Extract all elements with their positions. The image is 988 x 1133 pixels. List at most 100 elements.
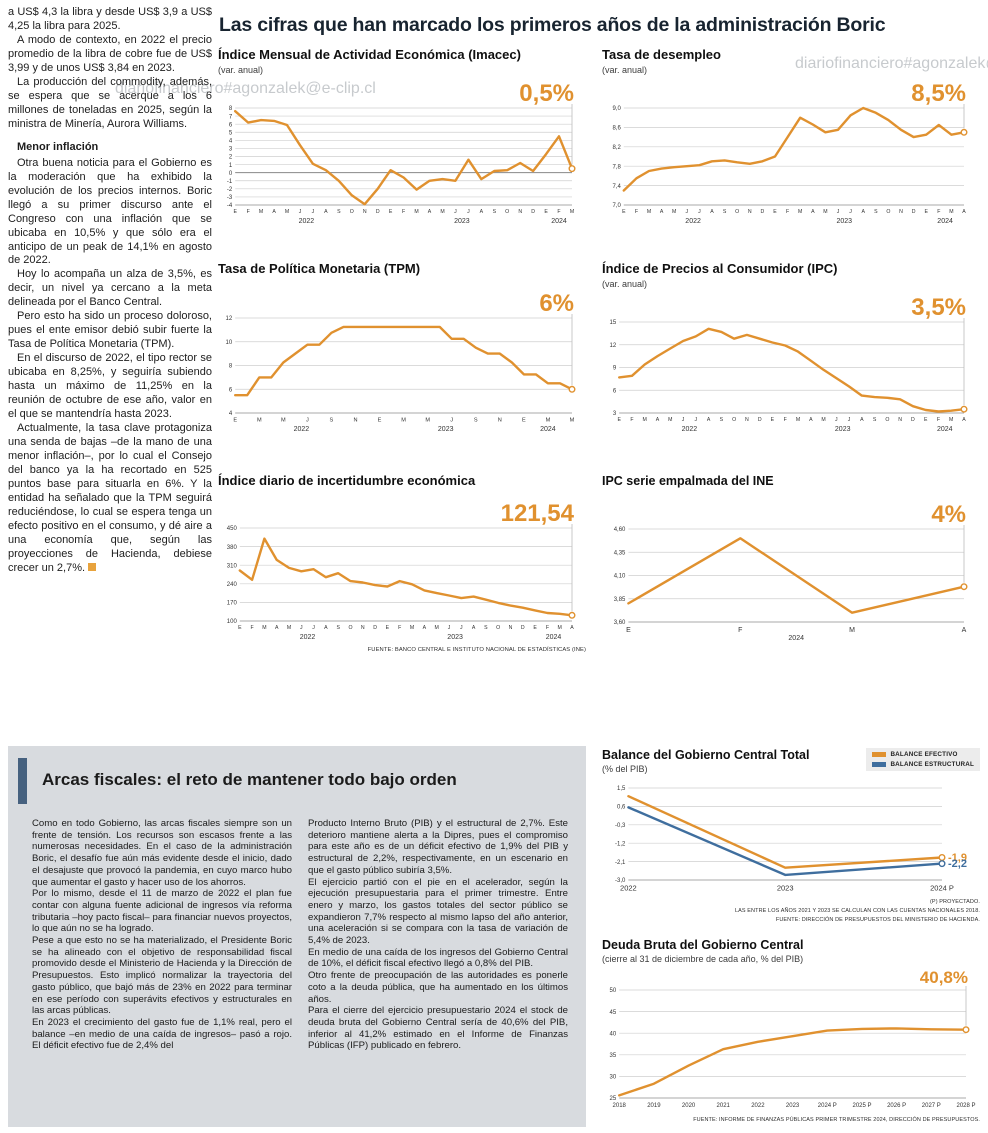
svg-text:A: A [962,627,967,634]
svg-text:40,8%: 40,8% [920,968,968,987]
svg-text:J: J [698,209,701,215]
svg-text:N: N [899,209,903,215]
svg-text:O: O [350,209,354,215]
chart-plot-ipc-empalmada: 4,60 4,35 4,10 3,85 3,60 E F M A 2024 4% [602,498,978,646]
fiscal-paragraph: En medio de una caída de los ingresos de… [308,946,568,970]
svg-text:A: A [275,625,279,631]
svg-text:E: E [773,209,777,215]
svg-text:O: O [735,209,739,215]
svg-text:2023: 2023 [447,634,463,641]
svg-text:A: A [324,209,328,215]
svg-text:N: N [745,417,749,423]
svg-text:-1,9: -1,9 [948,852,967,864]
chart-title: Tasa de desempleo [602,47,721,62]
svg-text:A: A [811,209,815,215]
svg-text:F: F [247,209,250,215]
svg-text:15: 15 [610,320,617,326]
svg-text:2028 P: 2028 P [956,1103,975,1109]
svg-text:6: 6 [229,387,233,393]
svg-text:E: E [522,418,526,424]
svg-text:A: A [480,209,484,215]
svg-text:E: E [233,418,237,424]
svg-text:7: 7 [229,114,233,120]
svg-text:100: 100 [227,619,238,625]
svg-text:F: F [786,209,789,215]
svg-text:E: E [378,418,382,424]
fiscal-paragraph: Producto Interno Bruto (PIB) y el estruc… [308,818,568,876]
svg-text:J: J [299,209,302,215]
svg-text:2019: 2019 [647,1103,661,1109]
svg-text:-4: -4 [227,203,233,209]
svg-text:J: J [695,417,698,423]
svg-text:M: M [262,625,266,631]
chart-title: Balance del Gobierno Central Total [602,748,810,762]
svg-text:M: M [401,418,406,424]
chart-plot-deuda: 50 45 40 35 30 25 2018 2019 2020 2021 2022 2023 2024… [602,966,980,1114]
svg-text:310: 310 [227,563,238,569]
svg-text:35: 35 [610,1053,617,1059]
svg-text:8,5%: 8,5% [911,80,966,107]
fiscal-paragraph: El ejercicio partió con el pie en el ace… [308,876,568,947]
svg-text:S: S [720,417,724,423]
svg-text:2022: 2022 [294,426,310,433]
svg-text:2024: 2024 [551,218,567,225]
fiscal-box: Arcas fiscales: el reto de mantener todo… [8,746,586,1127]
svg-text:450: 450 [227,526,238,532]
chart-title: Índice de Precios al Consumidor (IPC) [602,261,838,276]
svg-text:D: D [758,417,762,423]
fiscal-paragraph: Como en todo Gobierno, las arcas fiscale… [32,818,292,888]
svg-text:D: D [521,625,525,631]
svg-text:J: J [306,418,309,424]
svg-text:S: S [336,625,340,631]
svg-text:J: J [454,209,457,215]
svg-text:F: F [630,417,633,423]
article-paragraph: La producción del commodity, además, se … [8,75,212,130]
svg-text:-2,2: -2,2 [948,858,967,870]
svg-text:J: J [460,625,463,631]
svg-text:2023: 2023 [454,218,470,225]
svg-text:121,54: 121,54 [501,500,575,527]
svg-text:J: J [837,209,840,215]
svg-text:N: N [748,209,752,215]
svg-text:A: A [660,209,664,215]
title-accent-bar [18,758,27,804]
svg-text:M: M [949,209,953,215]
svg-text:E: E [544,209,548,215]
svg-text:J: J [450,418,453,424]
svg-text:2022: 2022 [620,884,637,893]
svg-text:0: 0 [229,171,233,177]
chart-subtitle: (var. anual) [218,64,264,75]
svg-text:2025 P: 2025 P [852,1103,871,1109]
svg-text:A: A [962,417,966,423]
svg-text:A: A [272,209,276,215]
article-paragraph: A modo de contexto, en 2022 el precio pr… [8,33,212,74]
svg-text:A: A [809,417,813,423]
svg-text:9: 9 [613,366,617,372]
svg-text:40: 40 [610,1032,617,1038]
svg-text:45: 45 [610,1010,617,1016]
chart-ipc: Índice de Precios al Consumidor (IPC) (v… [602,261,978,437]
fiscal-column-2: Producto Interno Bruto (PIB) y el estruc… [308,818,568,1052]
svg-text:D: D [373,625,377,631]
svg-text:2018: 2018 [613,1103,627,1109]
svg-text:E: E [617,417,621,423]
chart-incertidumbre: Índice diario de incertidumbre económica… [218,473,586,653]
svg-text:J: J [686,209,689,215]
svg-text:E: E [389,209,393,215]
svg-text:2024: 2024 [937,218,953,225]
svg-text:M: M [643,417,647,423]
svg-text:4: 4 [229,138,233,144]
chart-footnote: FUENTE: INFORME DE FINANZAS PÚBLICAS PRI… [693,1117,980,1124]
svg-text:M: M [668,417,672,423]
svg-text:E: E [533,625,537,631]
svg-text:F: F [402,209,405,215]
svg-text:2024 P: 2024 P [818,1103,837,1109]
article-paragraph: Hoy lo acompaña un alza de 3,5%, es deci… [8,268,212,309]
svg-text:4,10: 4,10 [614,574,626,580]
svg-text:A: A [860,417,864,423]
svg-text:A: A [324,625,328,631]
svg-text:F: F [398,625,401,631]
article-paragraph: En el discurso de 2022, el tipo rector s… [8,352,212,421]
svg-text:2022: 2022 [751,1103,765,1109]
svg-text:A: A [656,417,660,423]
